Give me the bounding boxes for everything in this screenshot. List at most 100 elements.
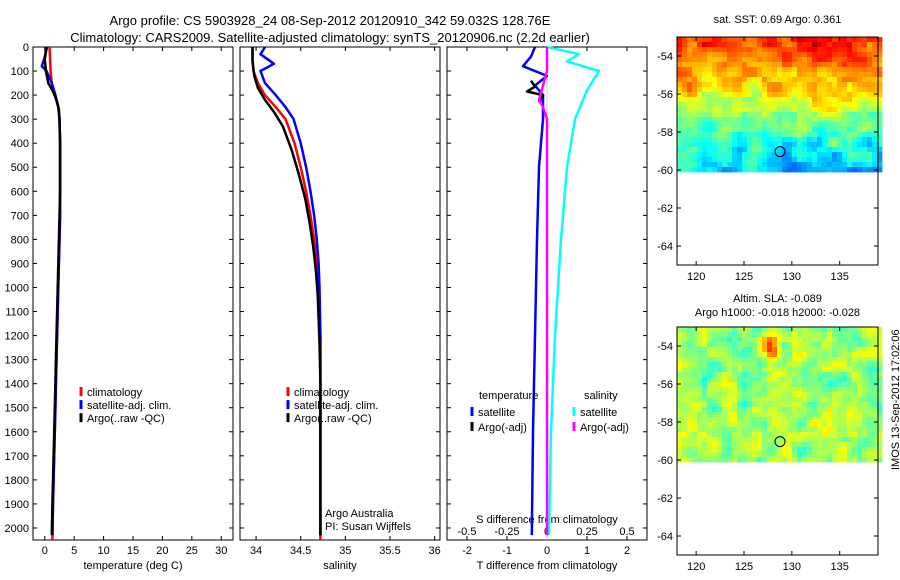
plot-frame bbox=[32, 46, 234, 541]
y-tick-label: 1100 bbox=[5, 307, 29, 319]
y-tick-label: 400 bbox=[11, 138, 29, 150]
legend-entry: Argo(..raw -QC) bbox=[294, 413, 372, 425]
series-line-argo-raw-qc- bbox=[251, 47, 322, 536]
x-tick-label: 36 bbox=[429, 545, 441, 557]
y-tick-label: 1700 bbox=[5, 451, 29, 463]
y-tick-label: 800 bbox=[11, 234, 29, 246]
y-tick-label: -58 bbox=[657, 127, 673, 139]
y-tick-label: 0 bbox=[23, 42, 29, 54]
x-tick-label: 35.5 bbox=[379, 545, 400, 557]
argo-position-marker bbox=[774, 146, 786, 158]
imos-timestamp-label: IMOS 13-Sep-2012 17:02:06 bbox=[890, 329, 900, 470]
y-tick-label: -60 bbox=[657, 165, 673, 177]
x-tick-label: 1 bbox=[584, 545, 590, 557]
x-top-tick-label: -0.5 bbox=[458, 526, 477, 538]
y-tick-label: 900 bbox=[11, 258, 29, 270]
x-tick-label: 25 bbox=[186, 545, 198, 557]
y-tick-label: 2000 bbox=[5, 523, 29, 535]
x-tick-label: 120 bbox=[687, 271, 705, 283]
y-tick-label: -56 bbox=[657, 89, 673, 101]
x-axis-label: T difference from climatology bbox=[477, 560, 618, 572]
chart-title-line2: Climatology: CARS2009. Satellite-adjuste… bbox=[70, 30, 590, 45]
y-tick-label: -54 bbox=[657, 341, 673, 353]
y-tick-label: 1500 bbox=[5, 403, 29, 415]
heatmap-field bbox=[677, 327, 883, 463]
legend-entry: satellite bbox=[580, 407, 617, 419]
series-line-satellite bbox=[546, 45, 601, 536]
legend-entry: satellite-adj. clim. bbox=[87, 400, 171, 412]
legend-group-title: salinity bbox=[584, 390, 618, 402]
x-tick-label: 0 bbox=[42, 545, 48, 557]
legend-entry: Argo(..raw -QC) bbox=[87, 413, 165, 425]
x-axis-label: salinity bbox=[323, 560, 357, 572]
x-tick-label: 125 bbox=[735, 271, 753, 283]
x-top-tick-label: 0.5 bbox=[619, 526, 634, 538]
y-tick-label: -60 bbox=[657, 455, 673, 467]
y-tick-label: -54 bbox=[657, 51, 673, 63]
legend-entry: Argo(-adj) bbox=[478, 422, 527, 434]
profile-panel-temperature: 0100200300400500600700800900100011001200… bbox=[5, 42, 234, 572]
legend-entry: climatology bbox=[294, 387, 350, 399]
annotation-text: Argo Australia bbox=[325, 508, 394, 520]
x-tick-label: 34 bbox=[250, 545, 262, 557]
series-line-argo-adj- bbox=[525, 80, 545, 103]
x-tick-label: 135 bbox=[831, 561, 849, 573]
legend-entry: Argo(-adj) bbox=[580, 422, 629, 434]
plot-frame bbox=[239, 46, 441, 541]
x-tick-label: -1 bbox=[502, 545, 512, 557]
x-tick-label: 0 bbox=[544, 545, 550, 557]
y-tick-label: 1800 bbox=[5, 475, 29, 487]
x-top-tick-label: 0.25 bbox=[576, 526, 597, 538]
y-tick-label: 1200 bbox=[5, 331, 29, 343]
x-tick-label: 34.5 bbox=[290, 545, 311, 557]
profile-panel-salinity: 34 34.5 35 35.5 36 salinity climatologysatelli… bbox=[239, 46, 441, 572]
x-top-tick-label: -0.25 bbox=[494, 526, 519, 538]
x-tick-label: 30 bbox=[215, 545, 227, 557]
x-tick-label: 130 bbox=[783, 561, 801, 573]
map-panel-sst-map: 120 125 130 135 -54 -56 -58 -60 -62 -64 sat. SST: … bbox=[657, 14, 883, 283]
y-tick-label: -58 bbox=[657, 417, 673, 429]
map-panel-sla-map: 120 125 130 135 -54 -56 -58 -60 -62 -64 Altim. SLA… bbox=[657, 293, 883, 573]
y-tick-label: 100 bbox=[11, 66, 29, 78]
annotation-text: PI: Susan Wijffels bbox=[325, 521, 411, 533]
y-tick-label: 700 bbox=[11, 210, 29, 222]
series-line-argo-raw-qc- bbox=[43, 46, 62, 536]
y-tick-label: -64 bbox=[657, 241, 673, 253]
y-tick-label: 1900 bbox=[5, 499, 29, 511]
series-line-argo-adj- bbox=[537, 47, 549, 536]
x-tick-label: 2 bbox=[624, 545, 630, 557]
x-tick-label: 10 bbox=[97, 545, 109, 557]
map-frame bbox=[676, 36, 879, 266]
x-tick-label: 15 bbox=[127, 545, 139, 557]
x-tick-label: 35 bbox=[339, 545, 351, 557]
argo-position-marker bbox=[774, 436, 786, 448]
map-subtitle: Argo h1000: -0.018 h2000: -0.028 bbox=[695, 307, 860, 319]
y-tick-label: 1300 bbox=[5, 355, 29, 367]
y-tick-label: -56 bbox=[657, 379, 673, 391]
legend-entry: satellite-adj. clim. bbox=[294, 400, 378, 412]
y-tick-label: 300 bbox=[11, 114, 29, 126]
y-tick-label: 1000 bbox=[5, 282, 29, 294]
map-frame bbox=[676, 326, 879, 556]
y-tick-label: -62 bbox=[657, 493, 673, 505]
heatmap-field bbox=[677, 37, 883, 173]
y-tick-label: 1600 bbox=[5, 427, 29, 439]
y-tick-label: 500 bbox=[11, 162, 29, 174]
y-tick-label: 600 bbox=[11, 186, 29, 198]
x-tick-label: -2 bbox=[462, 545, 472, 557]
x-axis-label: temperature (deg C) bbox=[83, 560, 182, 572]
legend-entry: climatology bbox=[87, 387, 143, 399]
map-title: Altim. SLA: -0.089 bbox=[733, 293, 822, 305]
x-tick-label: 5 bbox=[71, 545, 77, 557]
map-title: sat. SST: 0.69 Argo: 0.361 bbox=[714, 14, 842, 26]
chart-title-line1: Argo profile: CS 5903928_24 08-Sep-2012 … bbox=[109, 13, 551, 28]
x-tick-label: 120 bbox=[687, 561, 705, 573]
legend-entry: satellite bbox=[478, 407, 515, 419]
x-tick-label: 130 bbox=[783, 271, 801, 283]
x-tick-label: 125 bbox=[735, 561, 753, 573]
y-tick-label: -62 bbox=[657, 203, 673, 215]
x-tick-label: 135 bbox=[831, 271, 849, 283]
legend-group-title: temperature bbox=[479, 390, 538, 402]
